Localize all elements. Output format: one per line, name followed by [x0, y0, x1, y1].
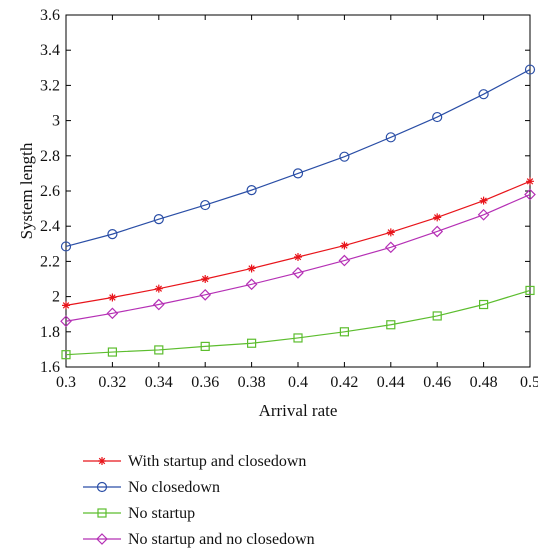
- data-point: [386, 228, 395, 237]
- data-point: [247, 264, 256, 273]
- y-tick-label: 3: [52, 113, 60, 130]
- data-point: [386, 320, 396, 330]
- series-line: [65, 289, 531, 356]
- legend-marker: [96, 481, 108, 493]
- legend-marker: [96, 533, 108, 545]
- x-tick-label: 0.34: [145, 374, 173, 391]
- y-tick-label: 2.6: [40, 183, 60, 200]
- y-tick-label: 3.2: [40, 77, 60, 94]
- legend-item: No closedown: [83, 479, 220, 496]
- x-tick-label: 0.48: [470, 374, 498, 391]
- data-point: [108, 293, 117, 302]
- y-tick-label: 2: [52, 289, 60, 306]
- data-point: [107, 229, 118, 240]
- data-point: [477, 208, 490, 221]
- x-tick-label: 0.36: [191, 374, 219, 391]
- data-point: [385, 132, 396, 143]
- data-point: [524, 64, 536, 75]
- x-tick-label: 0.42: [330, 374, 358, 391]
- series-line: [65, 69, 531, 248]
- data-point: [60, 241, 72, 252]
- legend-marker: [97, 508, 107, 518]
- y-tick-label: 2.2: [40, 253, 60, 270]
- data-point: [62, 301, 70, 310]
- data-point: [479, 299, 489, 310]
- y-tick-label: 3.4: [40, 42, 60, 59]
- data-point: [201, 275, 210, 283]
- x-tick-label: 0.4: [288, 374, 308, 391]
- data-point: [525, 285, 535, 296]
- x-tick-label: 0.3: [56, 374, 76, 391]
- legend-item: No startup and no closedown: [83, 531, 315, 548]
- legend: With startup and closedown No closedown No…: [83, 453, 315, 548]
- y-axis-title: System length: [17, 142, 36, 239]
- y-tick-label: 2.8: [40, 148, 60, 165]
- y-tick-label: 1.6: [40, 359, 60, 376]
- legend-label: No startup and no closedown: [128, 531, 315, 548]
- data-point: [152, 298, 165, 311]
- data-point: [338, 254, 351, 267]
- data-point: [106, 307, 119, 320]
- series-2: [60, 64, 536, 252]
- series-1: [62, 177, 534, 310]
- data-point: [433, 213, 442, 222]
- data-point: [246, 185, 257, 196]
- data-point: [60, 315, 72, 328]
- data-point: [200, 341, 210, 352]
- x-tick-label: 0.38: [238, 374, 266, 391]
- data-point: [292, 266, 304, 279]
- data-point: [154, 284, 163, 293]
- data-point: [153, 214, 164, 225]
- data-point: [339, 151, 350, 162]
- data-point: [199, 288, 212, 301]
- data-point: [524, 188, 536, 201]
- x-tick-label: 0.46: [423, 374, 451, 391]
- x-axis-title: Arrival rate: [259, 401, 338, 420]
- x-tick-label: 0.5: [520, 374, 538, 391]
- data-point: [432, 311, 442, 321]
- data-point: [384, 241, 397, 254]
- data-point: [431, 225, 444, 238]
- legend-label: No closedown: [128, 479, 220, 496]
- data-point: [200, 199, 211, 211]
- y-tick-label: 3.6: [40, 7, 60, 24]
- legend-marker: [98, 457, 106, 465]
- legend-item: No startup: [83, 505, 195, 522]
- x-tick-label: 0.44: [377, 374, 405, 391]
- data-point: [154, 345, 164, 355]
- y-tick-label: 1.8: [40, 324, 60, 341]
- data-point: [479, 196, 488, 205]
- legend-label: With startup and closedown: [128, 453, 306, 470]
- legend-item: With startup and closedown: [83, 453, 306, 470]
- data-point: [107, 347, 118, 357]
- data-point: [245, 278, 258, 291]
- series-4: [60, 188, 536, 328]
- x-tick-label: 0.32: [98, 374, 126, 391]
- data-point: [526, 177, 534, 186]
- data-point: [339, 327, 349, 337]
- data-point: [432, 111, 443, 123]
- data-point: [294, 253, 302, 261]
- data-point: [340, 241, 349, 250]
- data-point: [478, 89, 489, 100]
- series-3: [61, 285, 535, 360]
- data-point: [293, 333, 303, 343]
- data-point: [247, 338, 257, 348]
- series-line: [65, 193, 531, 322]
- legend-label: No startup: [128, 505, 195, 522]
- data-point: [292, 168, 304, 179]
- data-point: [61, 350, 71, 360]
- y-tick-label: 2.4: [40, 218, 60, 235]
